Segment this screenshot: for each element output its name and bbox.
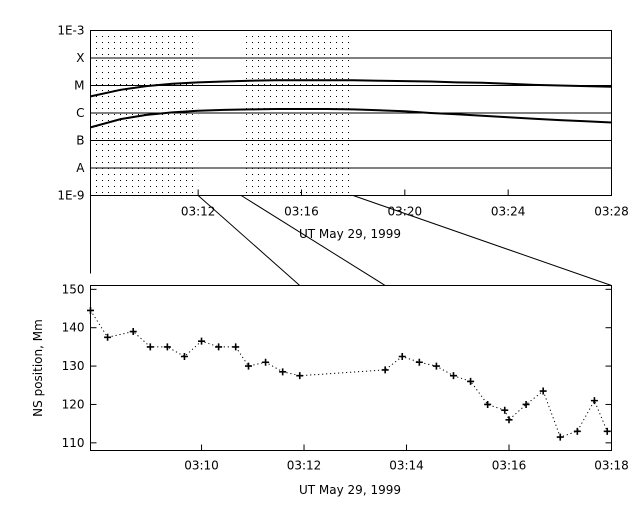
y-tick-label: 1E-9 [57, 189, 84, 203]
ns-position-point [245, 362, 253, 370]
ns-position-point [163, 343, 171, 351]
bottom-x-ticks: 03:10 03:12 03:14 03:16 03:18 [184, 444, 629, 473]
ns-position-point [146, 343, 154, 351]
ns-position-dotted-line [90, 310, 608, 438]
bottom-y-ticks: 110 120 130 140 150 [62, 282, 612, 450]
y-tick-label: X [76, 51, 84, 65]
ns-position-points [87, 306, 611, 441]
ns-position-point [603, 427, 611, 435]
bottom-x-axis-label: UT May 29, 1999 [299, 483, 401, 497]
connector-interval1-end [197, 195, 301, 286]
x-tick-label: 03:18 [594, 459, 629, 473]
ns-position-point [432, 362, 440, 370]
ns-position-point [198, 337, 206, 345]
ns-position-point [296, 372, 304, 380]
bottom-plot-frame [90, 285, 612, 451]
ns-position-point [501, 406, 509, 414]
ns-position-point [484, 400, 492, 408]
y-tick-label: M [74, 79, 84, 93]
ns-position-point [573, 427, 581, 435]
ns-position-point [104, 333, 112, 341]
ns-position-point [381, 366, 389, 374]
ns-position-point [398, 352, 406, 360]
flux-series-2 [90, 108, 612, 129]
ns-position-point [590, 397, 598, 405]
connector-interval2-start [240, 195, 386, 286]
zoom-connector-lines [90, 195, 612, 286]
ns-position-point [262, 358, 270, 366]
ns-position-point [539, 387, 547, 395]
y-tick-label: C [76, 106, 84, 120]
x-tick-label: 03:14 [389, 459, 424, 473]
x-tick-label: 03:10 [184, 459, 219, 473]
ns-position-point [232, 343, 240, 351]
y-tick-label: 110 [62, 436, 85, 450]
x-tick-label: 03:28 [594, 205, 629, 219]
x-tick-label: 03:24 [491, 205, 526, 219]
x-tick-label: 03:16 [284, 205, 319, 219]
bottom-y-axis-label: NS position, Mm [31, 319, 45, 417]
ns-position-point [129, 328, 137, 336]
ns-position-point [556, 433, 564, 441]
y-tick-label: 120 [62, 397, 85, 411]
x-tick-label: 03:20 [388, 205, 423, 219]
top-x-ticks: 03:12 03:16 03:20 03:24 03:28 [181, 189, 629, 219]
y-tick-label: 150 [62, 282, 85, 296]
y-tick-label: B [76, 134, 84, 148]
y-tick-label: 130 [62, 359, 85, 373]
top-plot-frame [90, 30, 612, 196]
y-tick-label: 140 [62, 321, 85, 335]
ns-position-point [180, 352, 188, 360]
ns-position-point [415, 358, 423, 366]
top-x-axis-label: UT May 29, 1999 [299, 227, 401, 241]
ns-position-point [522, 400, 530, 408]
x-tick-label: 03:12 [181, 205, 216, 219]
y-tick-label: A [76, 161, 85, 175]
x-tick-label: 03:16 [492, 459, 527, 473]
ns-position-point [87, 306, 94, 314]
ns-position-point [449, 372, 457, 380]
ns-position-point [505, 416, 513, 424]
ns-position-line [90, 310, 608, 438]
ns-position-point [215, 343, 223, 351]
x-tick-label: 03:12 [287, 459, 322, 473]
connector-right [352, 195, 612, 286]
ns-position-point [467, 377, 475, 385]
y-tick-label: 1E-3 [57, 24, 84, 38]
flux-series-1 [90, 79, 612, 98]
flux-series [90, 79, 612, 129]
ns-position-point [279, 368, 287, 376]
